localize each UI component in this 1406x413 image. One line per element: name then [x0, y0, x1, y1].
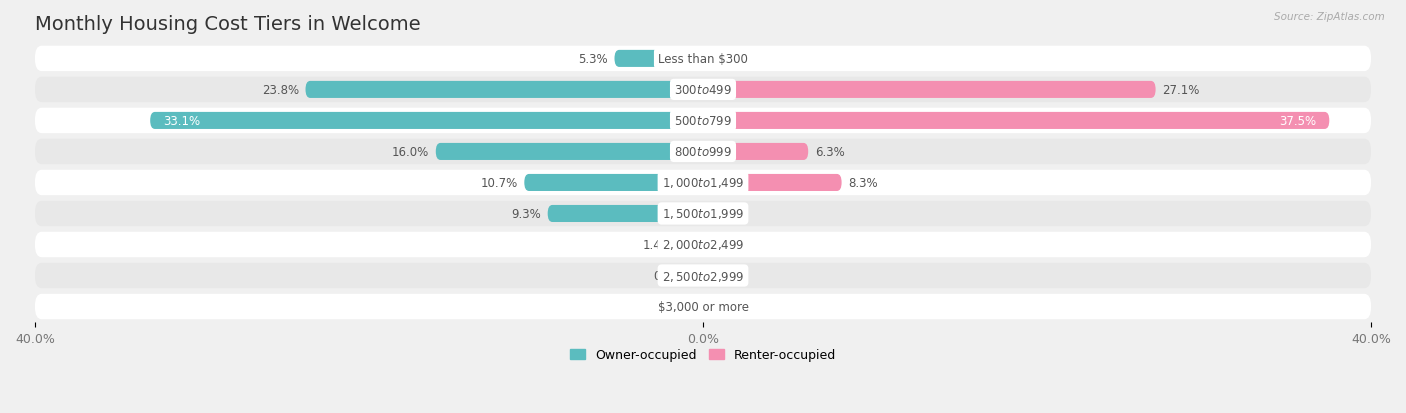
FancyBboxPatch shape — [703, 113, 1329, 130]
Text: $800 to $999: $800 to $999 — [673, 146, 733, 159]
FancyBboxPatch shape — [35, 170, 1371, 196]
FancyBboxPatch shape — [35, 78, 1371, 103]
Text: 0.0%: 0.0% — [710, 269, 740, 282]
FancyBboxPatch shape — [35, 109, 1371, 134]
FancyBboxPatch shape — [703, 144, 808, 161]
Text: 27.1%: 27.1% — [1163, 84, 1199, 97]
FancyBboxPatch shape — [614, 51, 703, 68]
Text: 0.0%: 0.0% — [710, 53, 740, 66]
Text: 33.1%: 33.1% — [163, 115, 201, 128]
Text: 0.0%: 0.0% — [710, 238, 740, 252]
FancyBboxPatch shape — [524, 175, 703, 192]
Text: 10.7%: 10.7% — [481, 176, 517, 190]
Text: 0.0%: 0.0% — [710, 300, 740, 313]
Text: 6.3%: 6.3% — [815, 146, 845, 159]
Text: Source: ZipAtlas.com: Source: ZipAtlas.com — [1274, 12, 1385, 22]
Text: 9.3%: 9.3% — [512, 207, 541, 221]
Text: $300 to $499: $300 to $499 — [673, 84, 733, 97]
Text: 5.3%: 5.3% — [578, 53, 607, 66]
FancyBboxPatch shape — [436, 144, 703, 161]
Text: 1.4%: 1.4% — [643, 238, 673, 252]
Text: $3,000 or more: $3,000 or more — [658, 300, 748, 313]
Text: $2,000 to $2,499: $2,000 to $2,499 — [662, 238, 744, 252]
FancyBboxPatch shape — [548, 205, 703, 223]
Text: $1,500 to $1,999: $1,500 to $1,999 — [662, 207, 744, 221]
FancyBboxPatch shape — [35, 232, 1371, 258]
FancyBboxPatch shape — [35, 294, 1371, 320]
FancyBboxPatch shape — [305, 82, 703, 99]
Text: 8.3%: 8.3% — [848, 176, 877, 190]
Text: 23.8%: 23.8% — [262, 84, 299, 97]
Text: Monthly Housing Cost Tiers in Welcome: Monthly Housing Cost Tiers in Welcome — [35, 15, 420, 34]
Text: 0.36%: 0.36% — [654, 269, 690, 282]
FancyBboxPatch shape — [35, 263, 1371, 289]
Text: 37.5%: 37.5% — [1279, 115, 1316, 128]
Text: Less than $300: Less than $300 — [658, 53, 748, 66]
Text: 16.0%: 16.0% — [392, 146, 429, 159]
Legend: Owner-occupied, Renter-occupied: Owner-occupied, Renter-occupied — [565, 343, 841, 366]
Text: $500 to $799: $500 to $799 — [673, 115, 733, 128]
FancyBboxPatch shape — [679, 236, 703, 254]
FancyBboxPatch shape — [703, 82, 1156, 99]
Text: $2,500 to $2,999: $2,500 to $2,999 — [662, 269, 744, 283]
FancyBboxPatch shape — [697, 267, 703, 284]
Text: $1,000 to $1,499: $1,000 to $1,499 — [662, 176, 744, 190]
FancyBboxPatch shape — [35, 140, 1371, 165]
FancyBboxPatch shape — [35, 47, 1371, 72]
FancyBboxPatch shape — [35, 201, 1371, 227]
FancyBboxPatch shape — [150, 113, 703, 130]
Text: 0.0%: 0.0% — [710, 207, 740, 221]
FancyBboxPatch shape — [703, 175, 842, 192]
